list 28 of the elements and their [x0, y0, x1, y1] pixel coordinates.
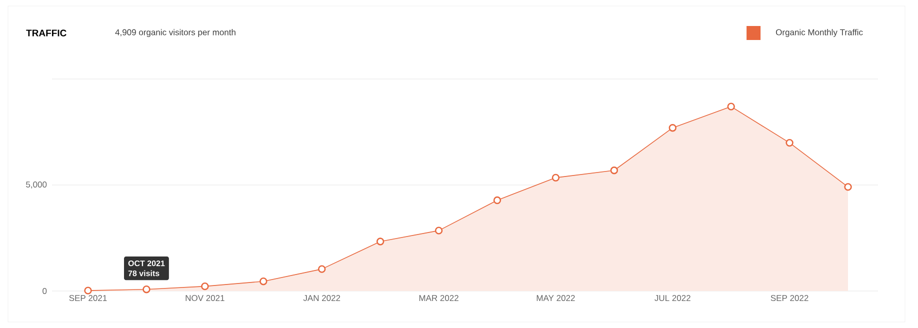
chart-title: TRAFFIC	[26, 30, 66, 36]
point	[434, 226, 443, 234]
x-tick-label: SEP 2022	[770, 295, 808, 302]
point	[552, 174, 560, 182]
x-tick-label: MAR 2022	[419, 295, 458, 302]
x-tick-label: JUL 2022	[654, 295, 690, 302]
point	[727, 102, 735, 110]
point	[668, 124, 676, 132]
point	[201, 282, 209, 290]
x-tick-label: NOV 2021	[186, 295, 224, 302]
point	[260, 278, 268, 286]
annotation: 78 visits	[128, 270, 160, 276]
x-tick-label: JAN 2022	[303, 295, 340, 302]
point	[142, 285, 150, 294]
point	[84, 286, 92, 294]
point	[844, 183, 852, 191]
point	[376, 238, 384, 246]
x-tick-label: MAY 2022	[536, 295, 575, 302]
x-tick-label: SEP 2021	[69, 295, 107, 302]
point	[610, 166, 618, 174]
y-tick-label: 0	[42, 288, 47, 294]
point	[786, 138, 794, 147]
y-tick-label: 5,000	[26, 181, 47, 189]
point	[318, 265, 326, 273]
legend-label: Organic Monthly Traffic	[776, 29, 863, 37]
point	[493, 196, 502, 204]
annotation: OCT 2021	[128, 260, 165, 266]
chart-subtitle: 4,909 organic visitors per month	[115, 29, 236, 37]
